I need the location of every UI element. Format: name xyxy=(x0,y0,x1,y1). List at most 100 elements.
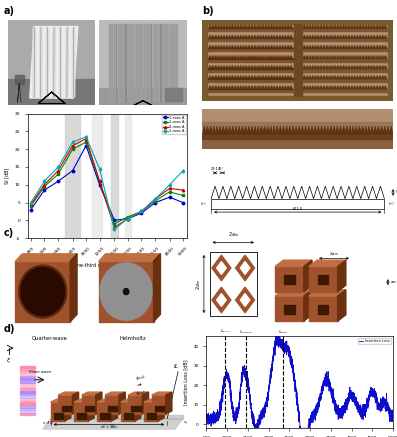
1-rows A xyxy=(167,194,172,200)
Polygon shape xyxy=(284,35,287,38)
Polygon shape xyxy=(259,45,262,49)
Polygon shape xyxy=(259,86,262,89)
Polygon shape xyxy=(303,59,387,62)
Polygon shape xyxy=(314,86,317,89)
Polygon shape xyxy=(328,55,331,59)
Polygon shape xyxy=(384,45,387,49)
Polygon shape xyxy=(209,45,211,49)
Polygon shape xyxy=(351,55,353,59)
Polygon shape xyxy=(276,25,278,28)
Polygon shape xyxy=(309,35,311,38)
Polygon shape xyxy=(334,86,336,89)
Polygon shape xyxy=(262,86,264,89)
Polygon shape xyxy=(170,24,177,101)
Polygon shape xyxy=(82,392,102,395)
Polygon shape xyxy=(351,35,353,38)
Polygon shape xyxy=(58,395,72,414)
Polygon shape xyxy=(270,86,273,89)
Text: $x=0$: $x=0$ xyxy=(42,420,53,427)
X-axis label: One-third octave bands [Hz]: One-third octave bands [Hz] xyxy=(73,262,142,267)
Polygon shape xyxy=(320,25,322,28)
1-rows A xyxy=(56,179,61,184)
Polygon shape xyxy=(212,255,231,281)
Polygon shape xyxy=(309,290,346,296)
Polygon shape xyxy=(202,20,393,101)
Polygon shape xyxy=(326,25,328,28)
Polygon shape xyxy=(284,55,287,59)
Polygon shape xyxy=(217,294,226,306)
Polygon shape xyxy=(355,126,358,134)
Polygon shape xyxy=(19,376,35,378)
Polygon shape xyxy=(231,126,234,134)
Polygon shape xyxy=(240,35,242,38)
Polygon shape xyxy=(220,86,222,89)
Polygon shape xyxy=(273,25,276,28)
3-rows A xyxy=(167,182,172,187)
Polygon shape xyxy=(354,66,356,69)
Polygon shape xyxy=(126,24,133,101)
Polygon shape xyxy=(229,66,231,69)
Text: $f_{BR,10}$: $f_{BR,10}$ xyxy=(220,327,231,335)
Polygon shape xyxy=(208,38,293,42)
Polygon shape xyxy=(331,25,333,28)
Polygon shape xyxy=(245,86,248,89)
Polygon shape xyxy=(377,126,380,134)
Polygon shape xyxy=(354,86,356,89)
Polygon shape xyxy=(384,76,387,79)
Polygon shape xyxy=(287,66,289,69)
Polygon shape xyxy=(251,86,253,89)
Polygon shape xyxy=(273,86,276,89)
Polygon shape xyxy=(85,406,94,412)
Text: $x_i$: $x_i$ xyxy=(183,420,188,427)
Polygon shape xyxy=(303,79,387,82)
Polygon shape xyxy=(209,35,211,38)
Polygon shape xyxy=(287,35,289,38)
Polygon shape xyxy=(365,35,367,38)
Polygon shape xyxy=(229,55,231,59)
2-rows A xyxy=(153,198,158,203)
Polygon shape xyxy=(243,45,245,49)
Polygon shape xyxy=(234,25,236,28)
Polygon shape xyxy=(284,45,287,49)
Polygon shape xyxy=(368,25,370,28)
Polygon shape xyxy=(357,76,358,79)
Polygon shape xyxy=(262,76,264,79)
Polygon shape xyxy=(365,86,367,89)
Polygon shape xyxy=(247,126,250,134)
Polygon shape xyxy=(388,20,393,101)
Polygon shape xyxy=(208,28,293,31)
Polygon shape xyxy=(226,66,228,69)
Polygon shape xyxy=(77,413,87,419)
Polygon shape xyxy=(342,126,345,134)
Polygon shape xyxy=(214,55,217,59)
Polygon shape xyxy=(334,55,336,59)
Polygon shape xyxy=(15,261,70,322)
Polygon shape xyxy=(19,373,35,375)
Polygon shape xyxy=(379,55,381,59)
Polygon shape xyxy=(314,126,316,134)
Polygon shape xyxy=(223,45,225,49)
Polygon shape xyxy=(105,395,119,414)
Polygon shape xyxy=(270,126,272,134)
Polygon shape xyxy=(376,55,378,59)
Polygon shape xyxy=(237,25,239,28)
Polygon shape xyxy=(328,76,331,79)
Polygon shape xyxy=(270,76,273,79)
Polygon shape xyxy=(373,66,376,69)
Polygon shape xyxy=(282,126,285,134)
Polygon shape xyxy=(268,86,270,89)
Line: 1-rows A: 1-rows A xyxy=(30,144,184,222)
Polygon shape xyxy=(342,45,345,49)
Polygon shape xyxy=(326,126,329,134)
Text: $f_{Bragg}$: $f_{Bragg}$ xyxy=(278,328,288,335)
Polygon shape xyxy=(287,25,289,28)
Polygon shape xyxy=(374,126,377,134)
Polygon shape xyxy=(217,55,220,59)
Polygon shape xyxy=(359,25,361,28)
Legend: 1-rows A, 2-rows A, 8-rows A, 3-rows A: 1-rows A, 2-rows A, 8-rows A, 3-rows A xyxy=(162,114,185,134)
Polygon shape xyxy=(19,371,35,373)
Polygon shape xyxy=(337,290,346,321)
Polygon shape xyxy=(265,55,267,59)
3-rows A xyxy=(42,179,47,184)
Polygon shape xyxy=(287,45,289,49)
